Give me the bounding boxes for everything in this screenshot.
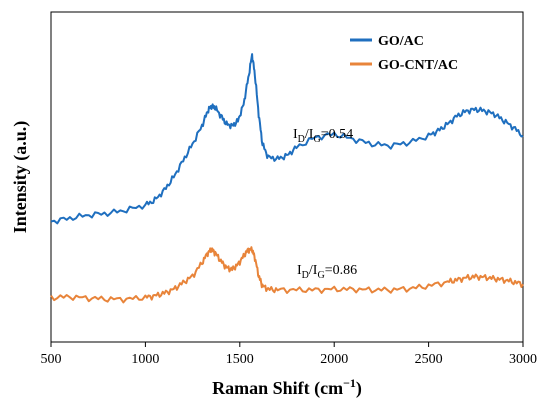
- x-tick-label: 500: [41, 352, 62, 367]
- x-tick-label: 1500: [226, 352, 254, 367]
- series-line-go-ac: [50, 53, 524, 225]
- legend-label-go-ac: GO/AC: [378, 34, 424, 49]
- y-axis-label: Intensity (a.u.): [10, 121, 31, 234]
- x-tick-label: 2000: [320, 352, 348, 367]
- plot-frame: [50, 11, 524, 343]
- annotation-go-ac-ratio: ID/IG=0.54: [293, 127, 353, 145]
- x-tick-label: 2500: [415, 352, 443, 367]
- annotation-go-cnt-ac-ratio: ID/IG=0.86: [297, 263, 357, 281]
- x-tick-label: 3000: [509, 352, 537, 367]
- x-tick-label: 1000: [131, 352, 159, 367]
- x-axis-ticks: 500 1000 1500 2000 2500 3000: [41, 342, 537, 367]
- x-axis-label: Raman Shift (cm−1): [212, 376, 362, 399]
- legend: GO/AC GO-CNT/AC: [350, 34, 458, 73]
- series-line-go-cnt-ac: [50, 246, 524, 304]
- series-layer: [50, 53, 524, 304]
- legend-label-go-cnt-ac: GO-CNT/AC: [378, 58, 458, 73]
